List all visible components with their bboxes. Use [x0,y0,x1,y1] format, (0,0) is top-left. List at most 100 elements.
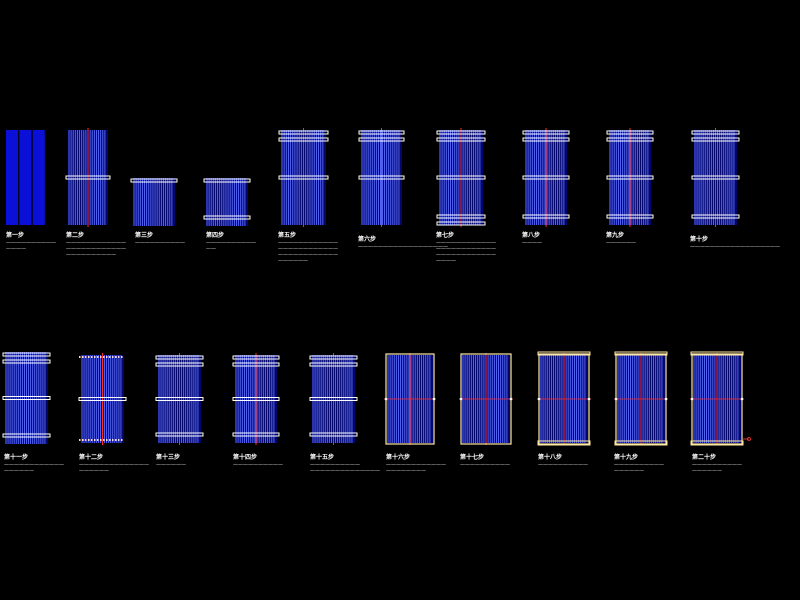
step-8-caption: 第八步 ———— [522,232,542,246]
cross-bar [130,178,178,183]
leader-mark [747,437,751,441]
step-description: —————————— ———— [6,240,56,252]
bar-dot [103,356,105,358]
step-title: 第二步 [66,232,85,239]
bottom-rail [614,440,668,446]
step-title: 第十九步 [614,454,639,461]
step-14-caption: 第十四步 —————————— [233,454,283,468]
bar-dot [88,356,90,358]
cross-bar [691,137,740,142]
cross-bar [232,355,280,360]
bar-dot [94,356,96,358]
step-description: ———————————— ———————— [386,462,446,474]
cross-bar [436,130,486,135]
frame-clip [690,397,694,401]
cross-bar [358,130,405,135]
cross-bar [2,433,51,438]
cross-bar [606,137,654,142]
cross-bar [155,397,204,401]
step-description: —————————— [538,462,588,468]
step-description: ———————————— —————— [4,462,64,474]
step-description: —————————— —— [206,240,256,252]
cross-bar [309,432,358,437]
solid-module [32,130,45,225]
cross-bar [606,175,654,180]
step-title: 第七步 [436,232,455,239]
cross-bar [65,175,111,180]
bar-dot [115,439,117,441]
step-title: 第十四步 [233,454,258,461]
step-8-panel [522,128,570,227]
bar-dot [91,439,93,441]
step-11-panel [2,352,51,444]
bar-dot [103,439,105,441]
bar-dot [121,356,123,358]
step-14-panel [232,353,280,445]
step-description: —————————— [460,462,510,468]
cross-bar [358,137,405,142]
step-7-panel [436,128,486,227]
solid-module [6,130,19,225]
frame-clip [509,397,513,401]
bar-dot [79,356,81,358]
step-15-caption: 第十五步 —————————— —————————————— [310,454,380,474]
step-title: 第十步 [690,236,709,243]
cross-bar [691,214,740,219]
bar-dot [94,439,96,441]
step-13-panel [155,353,204,445]
frame-clip [537,397,541,401]
step-6-caption: 第六步 —————————————————— [358,236,448,250]
bar-dot [118,439,120,441]
cross-bar [309,397,358,401]
step-description: —————————— —————— [692,462,742,474]
cross-bar [358,175,405,180]
step-title: 第十一步 [4,454,29,461]
step-description: ———————————— ———————————— —————————— [66,240,126,258]
cross-bar [278,175,329,180]
frame-clip [587,397,591,401]
top-rail [614,351,668,356]
step-title: 第九步 [606,232,625,239]
step-18-caption: 第十八步 —————————— [538,454,588,468]
step-title: 第十六步 [386,454,411,461]
step-2-caption: 第二步 ———————————— ———————————— —————————— [66,232,126,258]
step-15-panel [309,353,358,445]
bar-dot [109,439,111,441]
step-2-panel [65,128,111,227]
step-title: 第八步 [522,232,541,239]
step-title: 第六步 [358,236,377,243]
step-title: 第四步 [206,232,225,239]
cross-bar [2,396,51,400]
bar-dot [82,356,84,358]
step-4-caption: 第四步 —————————— —— [206,232,256,252]
bar-dot [106,439,108,441]
cross-bar [2,352,51,357]
step-4-panel [203,178,251,226]
step-description: —————————— [233,462,283,468]
cross-bar [606,130,654,135]
step-19-panel [614,351,668,446]
bar-dot [82,439,84,441]
step-description: —————————— [135,240,185,246]
bar-dot [112,439,114,441]
bottom-rail [690,440,744,446]
solid-module [19,130,32,225]
step-description: —————————————————— [690,244,780,250]
cross-bar [278,130,329,135]
bar-dot [100,439,102,441]
step-10-panel [691,128,740,227]
bar-dot [97,439,99,441]
step-5-panel [278,128,329,227]
cross-bar [232,397,280,401]
step-20-panel [690,351,751,446]
step-16-panel [384,353,436,445]
step-title: 第十八步 [538,454,563,461]
step-description: ———————————— ———————————— ———————————— —… [436,240,496,264]
step-1-panel [6,130,45,225]
bar-dot [79,439,81,441]
cross-bar [278,137,329,142]
cross-bar [691,175,740,180]
step-11-caption: 第十一步 ———————————— —————— [4,454,64,474]
step-title: 第十五步 [310,454,335,461]
